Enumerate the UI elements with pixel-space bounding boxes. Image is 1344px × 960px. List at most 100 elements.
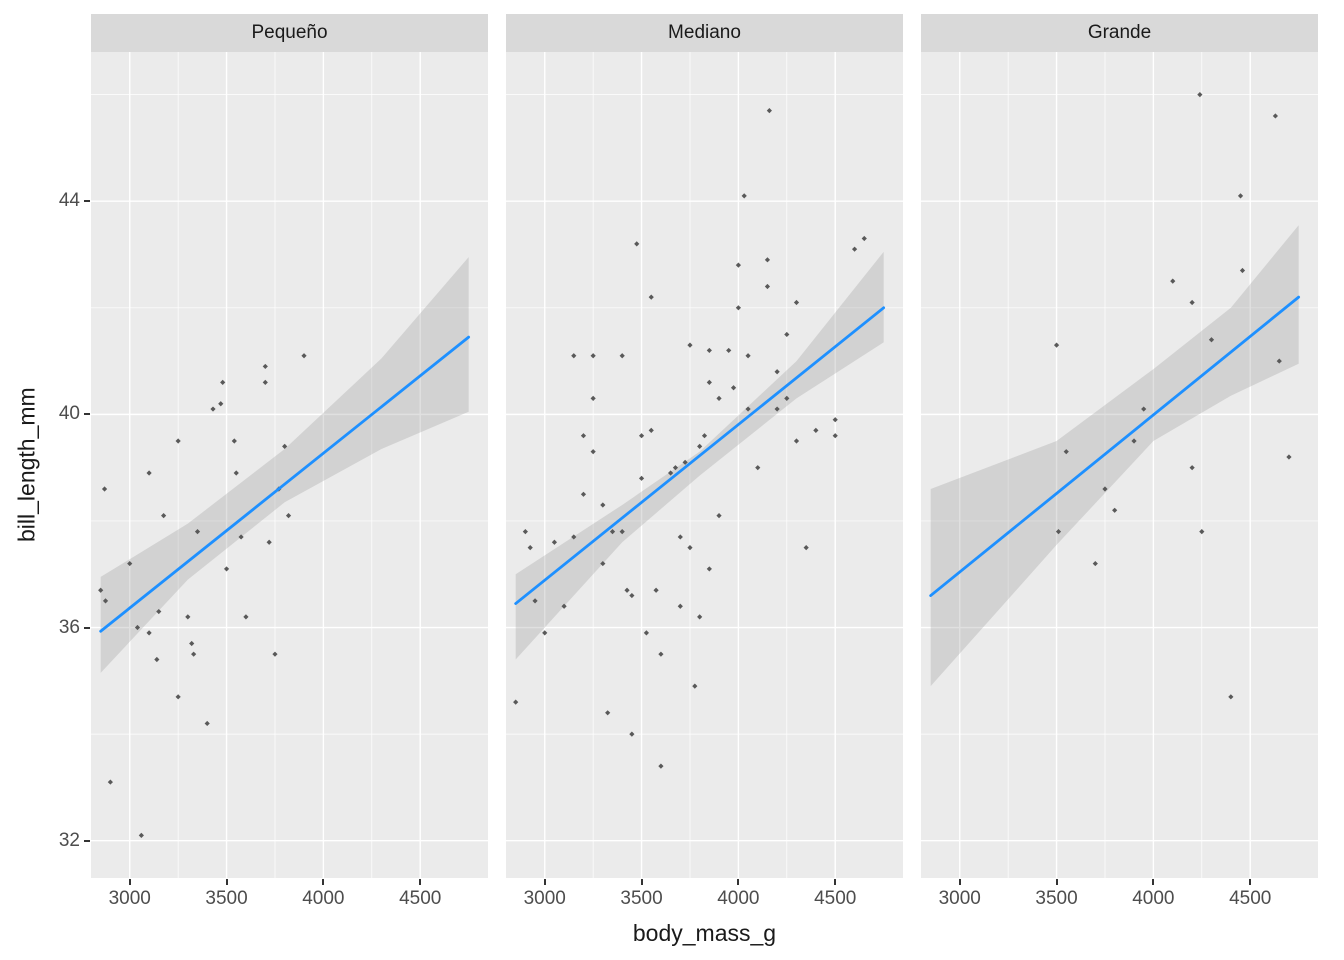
data-point: [692, 683, 698, 689]
data-point: [774, 406, 780, 412]
y-tick-label: 32: [58, 829, 80, 851]
data-point: [102, 598, 109, 604]
x-tick-mark: [737, 879, 740, 885]
data-point: [101, 486, 108, 492]
data-point: [262, 379, 268, 385]
data-point: [764, 283, 771, 290]
data-point: [726, 347, 732, 354]
y-tick-mark: [84, 200, 90, 203]
x-tick-label: 4500: [399, 888, 442, 909]
data-point: [210, 406, 216, 412]
data-point: [687, 545, 693, 551]
x-axis-title: body_mass_g: [632, 920, 777, 946]
data-point: [609, 529, 616, 535]
data-point: [154, 656, 160, 663]
data-point: [1197, 92, 1203, 98]
data-point: [1141, 406, 1147, 412]
y-tick-mark: [84, 413, 90, 416]
confidence-ribbon: [100, 257, 469, 673]
x-tick-mark: [543, 879, 546, 885]
data-point: [1189, 465, 1195, 471]
y-axis-title: bill_length_mm: [13, 387, 40, 543]
data-point: [522, 529, 528, 535]
data-point: [146, 470, 152, 476]
data-point: [1228, 694, 1234, 700]
confidence-ribbon: [930, 225, 1299, 687]
data-point: [1199, 529, 1205, 535]
data-point: [861, 235, 867, 242]
data-point: [658, 763, 664, 769]
data-point: [745, 406, 751, 412]
scatter-panel-pequeno: [91, 52, 488, 878]
y-tick-mark: [84, 839, 90, 842]
data-point: [1237, 193, 1244, 199]
data-point: [146, 630, 152, 636]
data-point: [223, 566, 230, 572]
x-tick-mark: [1152, 879, 1155, 885]
data-point: [551, 539, 558, 545]
data-point: [629, 592, 635, 599]
data-point: [813, 427, 819, 433]
data-point: [784, 395, 790, 401]
data-point: [134, 624, 141, 631]
data-point: [706, 379, 712, 385]
facet-strip-pequeno: Pequeño: [91, 14, 488, 52]
facet-strip-mediano: Mediano: [506, 14, 903, 52]
scatter-panel-grande: [921, 52, 1318, 878]
data-point: [687, 342, 693, 348]
data-point: [161, 513, 167, 519]
x-tick-label: 3500: [205, 888, 248, 909]
scatter-panel-mediano: [506, 52, 903, 878]
x-tick-mark: [419, 879, 422, 885]
x-tick-mark: [128, 879, 131, 885]
data-point: [175, 694, 181, 700]
data-point: [701, 433, 708, 439]
x-tick-label: 3000: [938, 888, 981, 909]
y-tick-label: 40: [58, 403, 80, 425]
panel-background: [91, 52, 488, 878]
data-point: [766, 108, 772, 114]
x-tick-mark: [834, 879, 837, 885]
data-point: [231, 438, 237, 444]
x-tick-label: 3000: [108, 888, 151, 909]
data-point: [98, 587, 104, 593]
data-point: [194, 529, 201, 535]
data-point: [658, 651, 664, 657]
data-point: [832, 433, 838, 439]
data-point: [1092, 560, 1098, 567]
data-point: [107, 779, 113, 785]
x-tick-label: 3000: [523, 888, 566, 909]
smooth-line: [514, 306, 886, 605]
gridlines-layer: [91, 52, 488, 878]
x-tick-label: 3500: [1035, 888, 1078, 909]
gridlines-layer: [921, 52, 1318, 878]
data-point: [527, 545, 533, 551]
x-tick-label: 4000: [302, 888, 345, 909]
panel-background: [921, 52, 1318, 878]
data-point: [741, 193, 747, 199]
data-point: [803, 545, 809, 551]
x-tick-mark: [225, 879, 228, 885]
data-point: [677, 534, 683, 540]
y-tick-label: 36: [58, 616, 80, 638]
data-point: [218, 401, 224, 407]
data-point: [571, 353, 577, 359]
data-point: [220, 379, 226, 385]
data-point: [1053, 342, 1060, 348]
smooth-line: [929, 295, 1301, 597]
data-point: [266, 539, 272, 545]
data-point: [629, 731, 635, 737]
panel-background: [506, 52, 903, 878]
data-point: [755, 465, 761, 471]
data-point: [784, 331, 790, 338]
x-tick-mark: [1249, 879, 1252, 885]
y-tick-mark: [84, 626, 90, 629]
data-point: [832, 417, 838, 423]
data-point: [175, 438, 181, 444]
data-point: [600, 502, 606, 508]
data-point: [571, 534, 577, 540]
data-point: [774, 369, 780, 375]
data-point: [138, 832, 144, 838]
x-tick-label: 4000: [717, 888, 760, 909]
